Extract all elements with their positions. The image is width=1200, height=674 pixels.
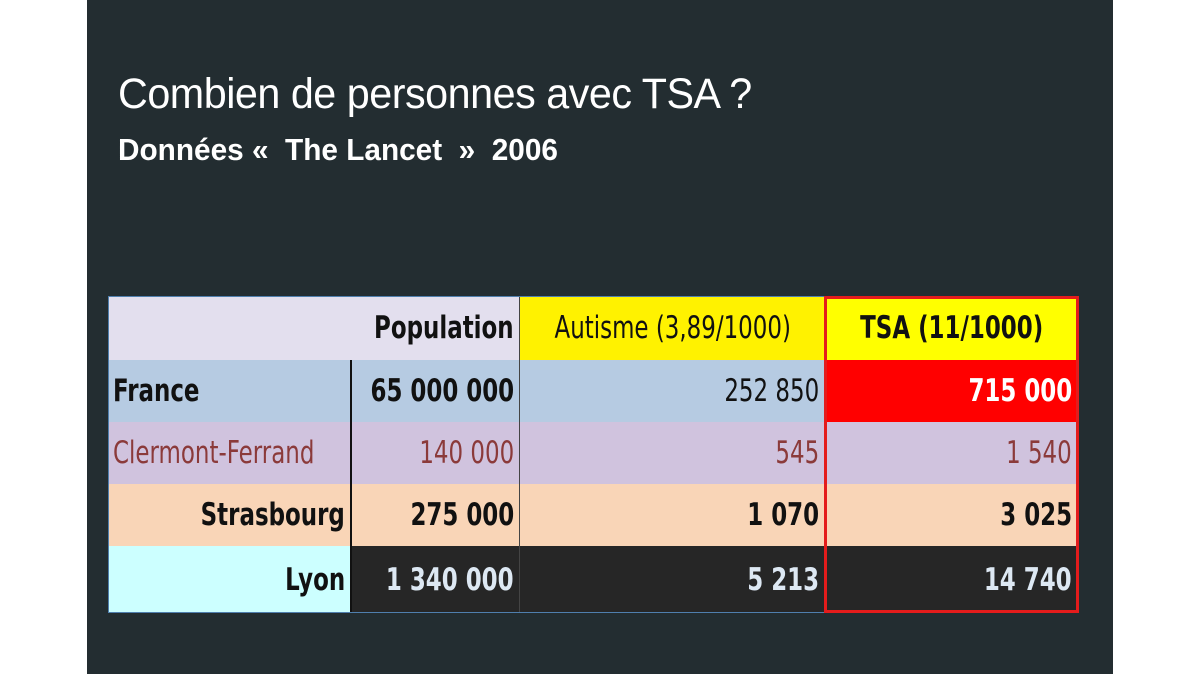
header-autisme: Autisme (3,89/1000)	[520, 296, 825, 360]
slide-subtitle: Données « The Lancet » 2006	[118, 132, 558, 167]
row-strasbourg-city: Strasbourg	[108, 484, 351, 546]
row-lyon-tsa: 14 740	[825, 546, 1078, 613]
row-france-population: 65 000 000	[351, 360, 520, 422]
column-divider	[519, 360, 520, 613]
row-lyon-autisme: 5 213	[520, 546, 825, 613]
row-clermont-tsa: 1 540	[825, 422, 1078, 484]
header-empty-cell	[108, 296, 351, 360]
row-france-tsa: 715 000	[825, 360, 1078, 422]
column-divider	[519, 296, 520, 360]
row-clermont-population: 140 000	[351, 422, 520, 484]
row-lyon-population: 1 340 000	[351, 546, 520, 613]
row-lyon-city: Lyon	[108, 546, 351, 613]
slide: Combien de personnes avec TSA ? Données …	[87, 0, 1113, 674]
row-france-city: France	[108, 360, 351, 422]
row-strasbourg-population: 275 000	[351, 484, 520, 546]
row-strasbourg-tsa: 3 025	[825, 484, 1078, 546]
slide-title: Combien de personnes avec TSA ?	[118, 70, 752, 118]
row-france-autisme: 252 850	[520, 360, 825, 422]
row-strasbourg-autisme: 1 070	[520, 484, 825, 546]
header-tsa: TSA (11/1000)	[825, 296, 1078, 360]
data-table: Population Autisme (3,89/1000) TSA (11/1…	[108, 296, 1079, 613]
header-population: Population	[351, 296, 520, 360]
row-clermont-autisme: 545	[520, 422, 825, 484]
row-clermont-city: Clermont-Ferrand	[108, 422, 351, 484]
column-divider	[350, 360, 352, 613]
